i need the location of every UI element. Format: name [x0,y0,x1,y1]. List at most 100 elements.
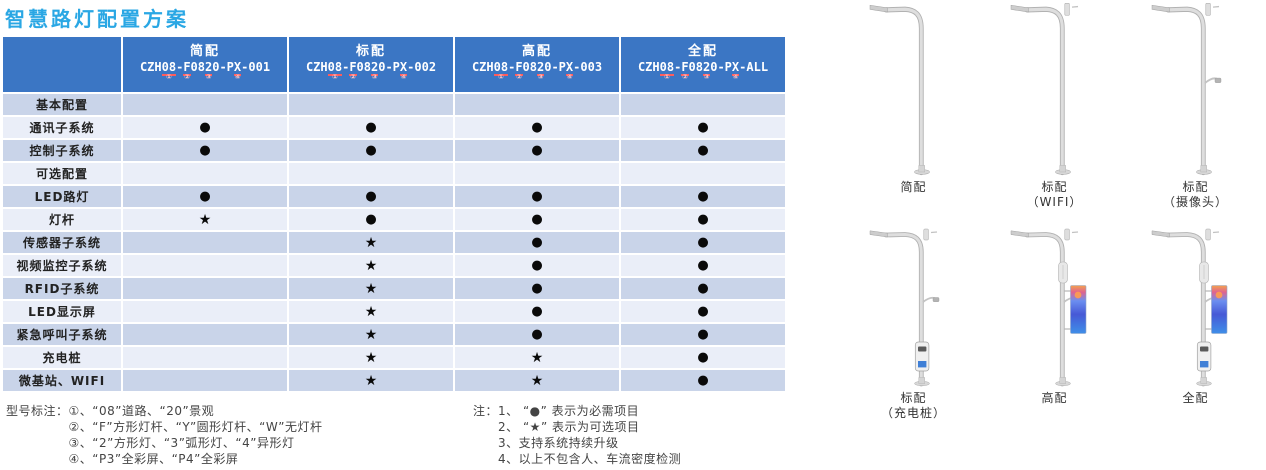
pole-sublabel: （WIFI） [1026,195,1083,209]
required-dot-mark: ● [365,212,377,227]
model-footnote-marker: ③ [371,73,378,81]
model-part: - [508,60,516,74]
model-footnote-marker: ① [663,73,670,81]
config-cell: ● [621,186,785,207]
required-dot-mark: ● [697,281,709,296]
config-cell: ● [289,140,453,161]
model-part: CZH [637,60,660,74]
config-cell: ● [621,209,785,230]
model-footnote-marker: ① [497,73,504,81]
row-label: LED路灯 [3,186,121,207]
config-cell: ● [455,324,619,345]
config-cell: ● [123,117,287,138]
model-legend-footnote: 型号标注： ①、“08”道路、“20”景观 ②、“F”方形灯杆、“Y”圆形灯杆、“… [6,403,322,467]
model-part: CZH [305,60,328,74]
model-part: 0-P [378,60,400,74]
table-row: 视频监控子系统 ★ ● ● [3,255,785,276]
config-cell [621,94,785,115]
table-row: 基本配置 [3,94,785,115]
required-dot-mark: ● [697,304,709,319]
note-line: 2、 “★” 表示为可选项目 [498,420,640,434]
note-line: 1、 “●” 表示为必需项目 [498,404,640,418]
note-line: 4、以上不包含人、车流密度检测 [498,452,682,466]
config-cell [123,278,287,299]
required-dot-mark: ● [531,327,543,342]
optional-star-mark: ★ [364,372,378,389]
model-part: - [176,60,184,74]
column-title: 简配 [189,44,220,59]
pole-row-top: 简配 标配 （WIFI） 标配 （摄像头） [843,0,1266,210]
model-footnote-marker: ② [349,73,356,81]
model-part: 08 ① [161,60,177,81]
column-model: CZH08 ① -F ② 082 ③ 0-PX ④ -ALL [638,61,768,84]
model-part: - [342,60,350,74]
notes-items: 1、 “●” 表示为必需项目 2、 “★” 表示为可选项目 3、支持系统持续升级 4、… [498,403,681,467]
config-cell [123,324,287,345]
model-footnote-marker: ④ [234,73,241,81]
model-footnote-marker: ④ [400,73,407,81]
row-label: 基本配置 [3,94,121,115]
table-row: 紧急呼叫子系统 ★ ● ● [3,324,785,345]
column-model: CZH08 ① -F ② 082 ③ 0-PX ④ -002 [306,61,436,84]
required-dot-mark: ● [697,189,709,204]
required-dot-mark: ● [199,189,211,204]
config-cell: ● [455,117,619,138]
model-footnote-marker: ④ [732,73,739,81]
model-part: 08 [356,60,371,74]
config-cell [123,232,287,253]
row-label: 微基站、WIFI [3,370,121,391]
column-model: CZH08 ① -F ② 082 ③ 0-PX ④ -003 [472,61,602,84]
page-title: 智慧路灯配置方案 [5,7,189,31]
pole-label: 标配 [900,391,927,405]
model-legend-line: ④、“P3”全彩屏、“P4”全彩屏 [68,452,239,466]
model-legend-title: 型号标注： [6,404,69,418]
table-row: 传感器子系统 ★ ● ● [3,232,785,253]
config-cell: ● [621,278,785,299]
required-dot-mark: ● [365,143,377,158]
pole-figure [869,228,939,387]
required-dot-mark: ● [697,350,709,365]
column-title: 全配 [687,44,718,59]
optional-star-mark: ★ [530,372,544,389]
config-cell: ● [621,370,785,391]
row-label: LED显示屏 [3,301,121,322]
pole-figure [1010,228,1086,387]
optional-star-mark: ★ [364,257,378,274]
model-footnote-marker: ③ [703,73,710,81]
config-cell: ★ [289,255,453,276]
config-cell: ● [289,186,453,207]
config-cell [123,94,287,115]
column-header-3: 高配 CZH08 ① -F ② 082 ③ 0-PX ④ -003 [455,37,619,92]
table-row: 充电桩 ★ ★ ● [3,347,785,368]
model-part: 08 ① [493,60,509,81]
model-legend-line: ③、“2”方形灯、“3”弧形灯、“4”异形灯 [68,436,295,450]
required-dot-mark: ● [365,120,377,135]
config-cell [455,94,619,115]
optional-star-mark: ★ [530,349,544,366]
table-row: 可选配置 [3,163,785,184]
optional-star-mark: ★ [198,211,212,228]
pole-sublabel: （充电桩） [880,406,946,420]
config-cell [123,347,287,368]
pole-5: 高配 [984,226,1125,406]
pole-2: 标配 （WIFI） [984,0,1125,210]
row-label: 传感器子系统 [3,232,121,253]
pole-gallery: 简配 标配 （WIFI） 标配 （摄像头） 标配 （充电桩） 高配 全配 [843,0,1266,421]
notes-footnote: 注： 1、 “●” 表示为必需项目 2、 “★” 表示为可选项目 3、支持系统持续升… [473,403,681,467]
config-cell [289,94,453,115]
required-dot-mark: ● [199,120,211,135]
config-cell: ● [455,140,619,161]
config-cell: ● [455,186,619,207]
required-dot-mark: ● [531,281,543,296]
optional-star-mark: ★ [364,234,378,251]
required-dot-mark: ● [697,235,709,250]
row-label: 紧急呼叫子系统 [3,324,121,345]
model-footnote-marker: ② [681,73,688,81]
model-part: 08 [688,60,703,74]
config-cell [123,370,287,391]
